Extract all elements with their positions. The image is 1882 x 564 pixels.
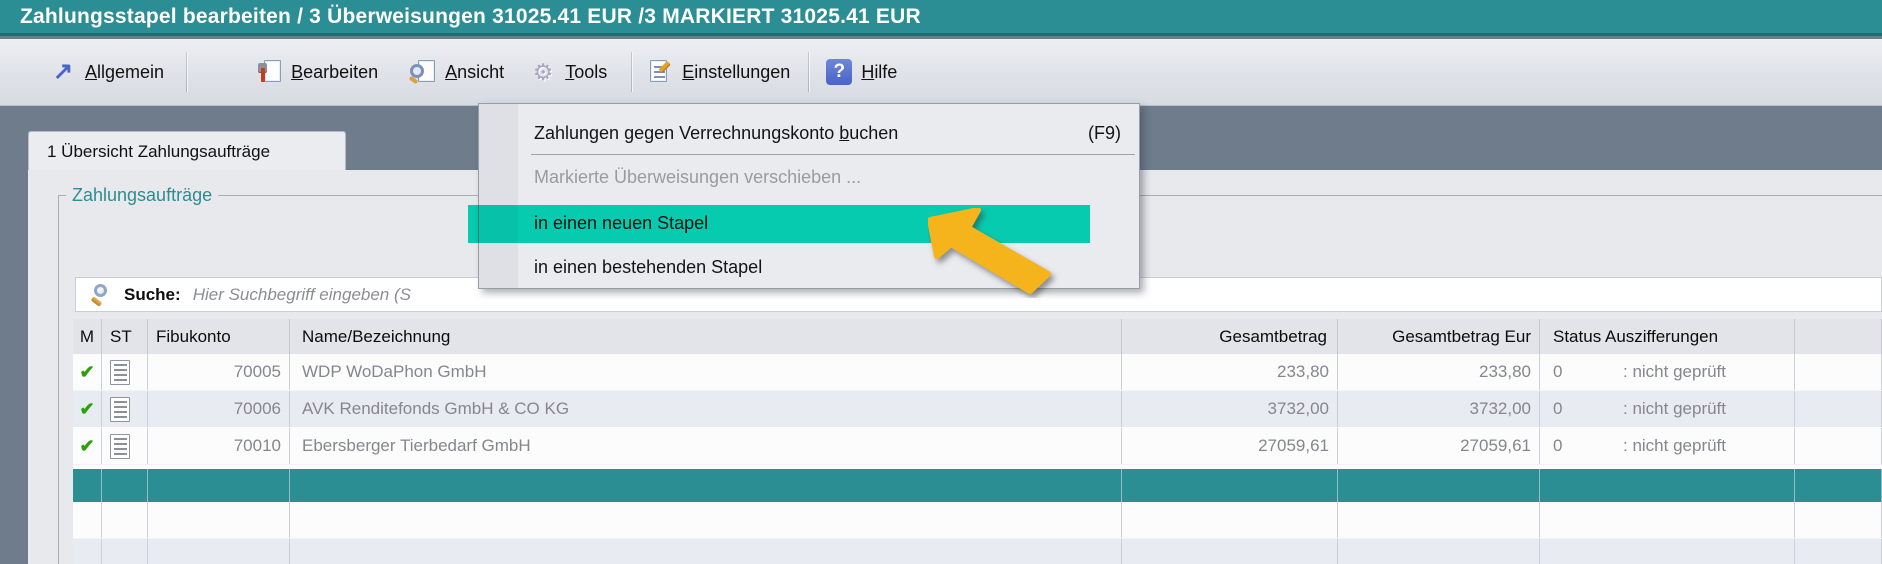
checkmark-icon: ✔ bbox=[79, 398, 95, 419]
cell-name: Ebersberger Tierbedarf GmbH bbox=[290, 428, 1122, 464]
column-header-name[interactable]: Name/Bezeichnung bbox=[290, 319, 1122, 354]
menu-bar: ↗ Allgemein Bearbeiten Ansicht ⚙ Tools E… bbox=[0, 39, 1882, 106]
checkmark-icon: ✔ bbox=[79, 361, 95, 382]
menu-item-label: Markierte Überweisungen verschieben ... bbox=[534, 166, 862, 187]
column-header-empty bbox=[1795, 319, 1882, 354]
cell-fibukonto: 70006 bbox=[148, 391, 290, 427]
menu-separator bbox=[631, 52, 634, 92]
dropdown-separator bbox=[531, 154, 1135, 155]
cell-gesamtbetrag-eur: 3732,00 bbox=[1338, 391, 1540, 427]
cell-gesamtbetrag-eur: 27059,61 bbox=[1338, 428, 1540, 464]
annotation-cursor-arrow bbox=[928, 208, 1051, 294]
empty-row[interactable] bbox=[73, 502, 1882, 539]
payment-slip-icon bbox=[110, 359, 130, 385]
column-header-m[interactable]: M bbox=[73, 319, 102, 354]
table-row[interactable]: ✔ 70006 AVK Renditefonds GmbH & CO KG 37… bbox=[73, 391, 1882, 428]
menu-item-label: in einen bestehenden Stapel bbox=[534, 256, 763, 277]
column-header-status[interactable]: Status Auszifferungen bbox=[1540, 319, 1795, 354]
menu-separator bbox=[808, 52, 811, 92]
dropdown-icon-gutter bbox=[479, 104, 518, 288]
cell-status: 0: nicht geprüft bbox=[1540, 354, 1795, 390]
menu-item-allgemein[interactable]: ↗ Allgemein bbox=[50, 59, 164, 85]
cell-name: WDP WoDaPhon GmbH bbox=[290, 354, 1122, 390]
arrow-up-right-icon: ↗ bbox=[52, 58, 74, 85]
groupbox-label: Zahlungsaufträge bbox=[66, 185, 219, 206]
tab-label: 1 Übersicht Zahlungsaufträge bbox=[47, 141, 271, 161]
cell-gesamtbetrag: 233,80 bbox=[1122, 354, 1338, 390]
menu-item-label: Hilfe bbox=[861, 61, 898, 82]
menu-item-hilfe[interactable]: ? Hilfe bbox=[826, 59, 897, 85]
menu-item-verrechnungskonto-buchen[interactable]: Zahlungen gegen Verrechnungskonto buchen… bbox=[479, 112, 1139, 154]
column-header-fibukonto[interactable]: Fibukonto bbox=[148, 319, 290, 354]
column-header-gesamtbetrag-eur[interactable]: Gesamtbetrag Eur bbox=[1338, 319, 1540, 354]
menu-item-tools[interactable]: ⚙ Tools bbox=[530, 59, 607, 85]
cell-gesamtbetrag-eur: 233,80 bbox=[1338, 354, 1540, 390]
menu-item-label: Einstellungen bbox=[682, 61, 791, 82]
table-header-row: M ST Fibukonto Name/Bezeichnung Gesamtbe… bbox=[73, 319, 1882, 354]
document-pencil-icon bbox=[647, 59, 673, 85]
payment-slip-icon bbox=[110, 396, 130, 422]
menu-item-shortcut: (F9) bbox=[1088, 122, 1121, 143]
cell-gesamtbetrag: 27059,61 bbox=[1122, 428, 1338, 464]
table-row[interactable]: ✔ 70010 Ebersberger Tierbedarf GmbH 2705… bbox=[73, 428, 1882, 465]
menu-item-label: Bearbeiten bbox=[291, 61, 379, 82]
menu-item-markierte-verschieben: Markierte Überweisungen verschieben ... bbox=[479, 155, 1139, 199]
menu-item-label: Zahlungen gegen Verrechnungskonto buchen bbox=[534, 122, 899, 143]
menu-item-bearbeiten[interactable]: Bearbeiten bbox=[256, 59, 378, 85]
payments-table: M ST Fibukonto Name/Bezeichnung Gesamtbe… bbox=[73, 319, 1882, 564]
cell-fibukonto: 70010 bbox=[148, 428, 290, 464]
title-bar: Zahlungsstapel bearbeiten / 3 Überweisun… bbox=[0, 0, 1882, 36]
question-mark-icon: ? bbox=[826, 59, 853, 85]
cell-gesamtbetrag: 3732,00 bbox=[1122, 391, 1338, 427]
magnifier-document-icon bbox=[408, 59, 436, 85]
window-title: Zahlungsstapel bearbeiten / 3 Überweisun… bbox=[20, 4, 921, 28]
row-spacer bbox=[73, 465, 1882, 469]
menu-item-einstellungen[interactable]: Einstellungen bbox=[647, 59, 790, 85]
gears-icon: ⚙ bbox=[532, 59, 554, 85]
search-label: Suche: bbox=[124, 284, 181, 304]
table-row[interactable]: ✔ 70005 WDP WoDaPhon GmbH 233,80 233,80 … bbox=[73, 354, 1882, 391]
menu-item-label: Ansicht bbox=[445, 61, 505, 82]
search-input[interactable] bbox=[192, 284, 1093, 305]
cell-fibukonto: 70005 bbox=[148, 354, 290, 390]
menu-item-label: Allgemein bbox=[85, 61, 165, 82]
column-header-gesamtbetrag[interactable]: Gesamtbetrag bbox=[1122, 319, 1338, 354]
payment-slip-icon bbox=[110, 433, 130, 459]
menu-item-bestehender-stapel[interactable]: in einen bestehenden Stapel bbox=[479, 247, 1139, 287]
selected-empty-row[interactable] bbox=[73, 469, 1882, 502]
menu-item-label: Tools bbox=[565, 61, 608, 82]
document-hammer-icon bbox=[256, 59, 282, 85]
menu-separator bbox=[186, 52, 189, 92]
cell-status: 0: nicht geprüft bbox=[1540, 391, 1795, 427]
cell-name: AVK Renditefonds GmbH & CO KG bbox=[290, 391, 1122, 427]
tab-uebersicht-zahlungsauftraege[interactable]: 1 Übersicht Zahlungsaufträge bbox=[28, 131, 346, 171]
tools-dropdown-menu: Zahlungen gegen Verrechnungskonto buchen… bbox=[478, 103, 1140, 289]
checkmark-icon: ✔ bbox=[79, 435, 95, 456]
empty-row[interactable] bbox=[73, 539, 1882, 564]
search-icon bbox=[90, 283, 114, 307]
column-header-st[interactable]: ST bbox=[102, 319, 148, 354]
menu-item-ansicht[interactable]: Ansicht bbox=[408, 59, 505, 85]
cell-status: 0: nicht geprüft bbox=[1540, 428, 1795, 464]
